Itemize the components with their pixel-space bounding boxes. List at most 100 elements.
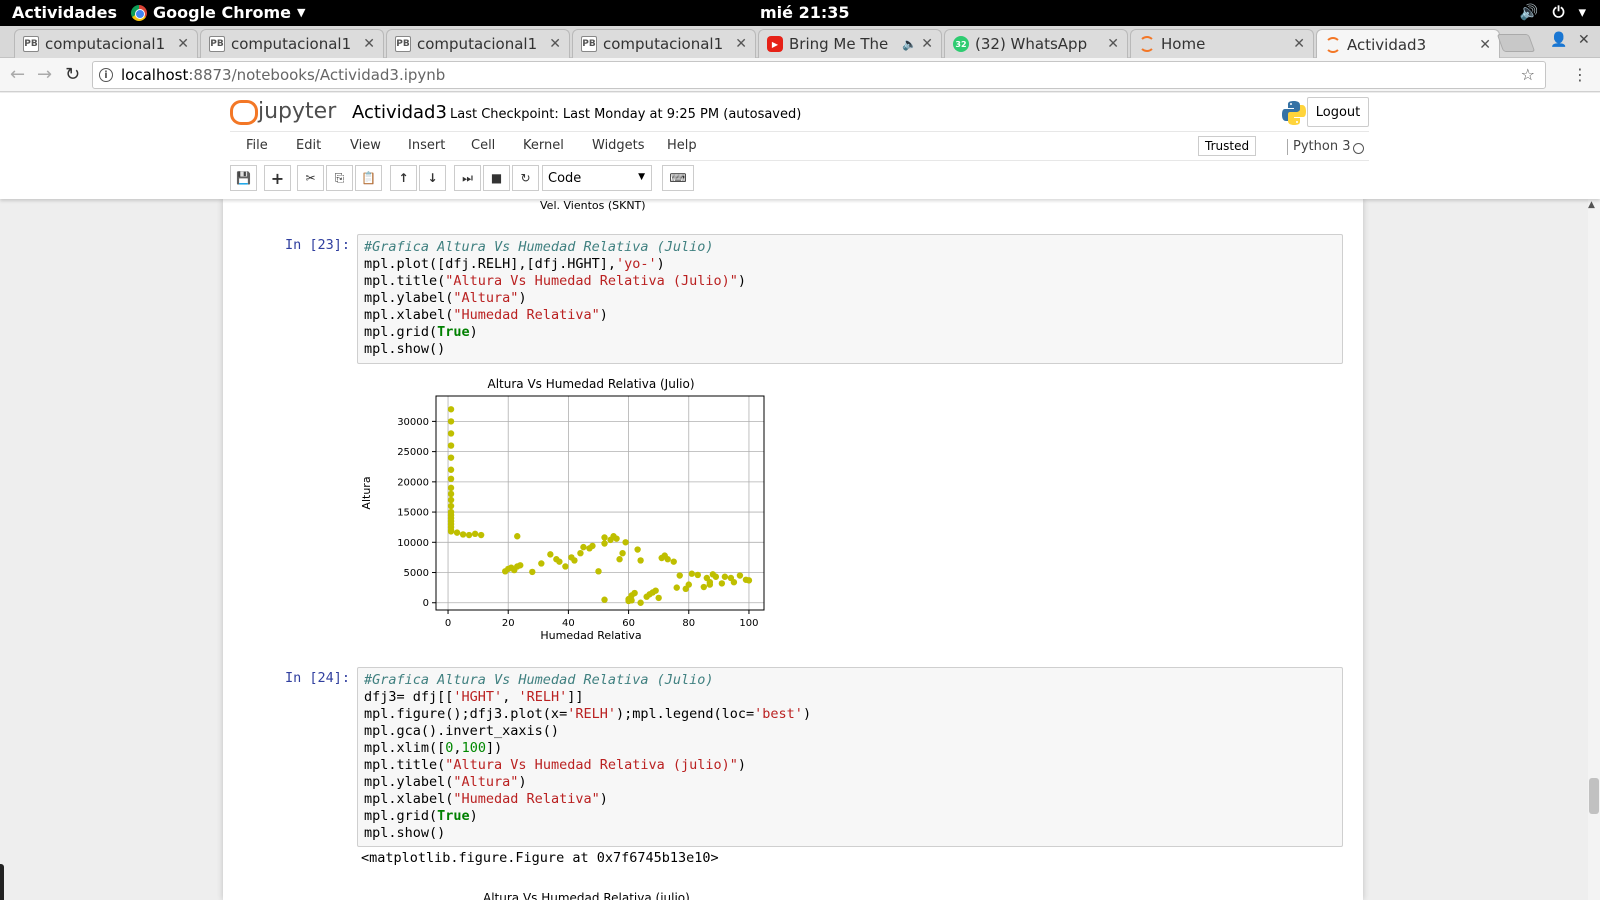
close-icon[interactable]: ✕ — [1479, 36, 1491, 53]
browser-tab[interactable]: PB computacional1 ✕ — [200, 29, 384, 58]
x-tick-label: 40 — [562, 618, 575, 629]
code-token: mpl.xlabel( — [364, 791, 454, 807]
caret-down-icon: ▼ — [297, 6, 306, 19]
notebook-name[interactable]: Actividad3 — [352, 102, 447, 123]
code-line: mpl.xlabel("Humedad Relativa") — [364, 791, 1336, 808]
close-icon[interactable]: ✕ — [177, 36, 189, 52]
code-cell-input[interactable]: #Grafica Altura Vs Humedad Relativa (Jul… — [357, 667, 1343, 847]
data-point — [637, 557, 644, 564]
save-icon[interactable]: 💾 — [230, 165, 257, 191]
keyboard-icon[interactable]: ⌨ — [662, 165, 694, 191]
browser-tab[interactable]: 32 (32) WhatsApp ✕ — [944, 29, 1128, 58]
scrollbar-thumb[interactable] — [1589, 778, 1599, 814]
code-token: 'yo-' — [615, 256, 657, 272]
scrollbar[interactable] — [1588, 199, 1600, 900]
x-tick-label: 100 — [739, 618, 758, 629]
kernel-name[interactable]: Python 3 — [1287, 139, 1350, 155]
x-tick-label: 20 — [502, 618, 515, 629]
restart-icon[interactable]: ↻ — [512, 165, 539, 191]
move-down-icon[interactable]: ↓ — [419, 165, 446, 191]
activities-button[interactable]: Actividades — [12, 3, 117, 22]
code-token: "Altura" — [453, 774, 519, 790]
logout-button[interactable]: Logout — [1307, 97, 1369, 127]
browser-tab-active[interactable]: Actividad3 ✕ — [1316, 29, 1500, 59]
menu-view[interactable]: View — [350, 138, 381, 153]
code-token: ) — [518, 774, 527, 790]
new-tab-button[interactable] — [1496, 34, 1536, 52]
stop-icon[interactable]: ■ — [483, 165, 510, 191]
tab-label: Home — [1161, 35, 1206, 53]
chrome-icon — [131, 4, 147, 21]
add-cell-icon[interactable]: + — [264, 165, 291, 191]
profile-icon[interactable]: 👤 — [1550, 32, 1568, 48]
data-point — [601, 540, 608, 547]
data-point — [453, 529, 461, 536]
chevron-down-icon[interactable]: ▾ — [1578, 3, 1586, 21]
forward-arrow-icon[interactable]: → — [37, 64, 53, 85]
browser-tab[interactable]: ▶ Bring Me The 🔈 ✕ — [758, 29, 942, 58]
power-icon[interactable]: ⏻ — [1552, 3, 1565, 21]
code-token: "Altura Vs Humedad Relativa (julio)" — [445, 757, 738, 773]
back-arrow-icon[interactable]: ← — [10, 64, 26, 85]
code-cell-input[interactable]: #Grafica Altura Vs Humedad Relativa (Jul… — [357, 234, 1343, 364]
notebook-toolbar: 💾 + ✂ ⎘ 📋 ↑ ↓ ⏭ ■ ↻ Code ▼ ⌨ — [230, 165, 1369, 193]
menu-kernel[interactable]: Kernel — [523, 138, 564, 153]
plot-frame — [435, 395, 765, 611]
close-icon[interactable]: ✕ — [1293, 36, 1305, 52]
scroll-up-icon[interactable]: ▲ — [1588, 200, 1595, 210]
move-up-icon[interactable]: ↑ — [390, 165, 417, 191]
system-tray[interactable]: 🔊 ⏻ ▾ — [1520, 3, 1586, 21]
menu-file[interactable]: File — [246, 138, 268, 153]
close-icon[interactable]: ✕ — [363, 36, 375, 52]
volume-icon[interactable]: 🔊 — [1519, 3, 1539, 21]
window-close-icon[interactable]: ✕ — [1578, 32, 1590, 48]
browser-tab[interactable]: PB computacional1 ✕ — [386, 29, 570, 58]
browser-tab[interactable]: PB computacional1 ✕ — [572, 29, 756, 58]
menu-widgets[interactable]: Widgets — [592, 138, 645, 153]
paste-icon[interactable]: 📋 — [355, 165, 382, 191]
more-vert-icon[interactable]: ⋮ — [1572, 65, 1588, 84]
close-icon[interactable]: ✕ — [735, 36, 747, 52]
data-point — [595, 568, 602, 575]
browser-tab[interactable]: PB computacional1 ✕ — [14, 29, 198, 58]
menu-edit[interactable]: Edit — [296, 138, 322, 153]
trusted-badge[interactable]: Trusted — [1198, 136, 1257, 156]
code-line: mpl.grid(True) — [364, 808, 1336, 825]
code-line: dfj3= dfj[['HGHT', 'RELH']] — [364, 689, 1336, 706]
y-tick-label: 0 — [423, 598, 429, 609]
data-point — [712, 573, 720, 580]
audio-icon[interactable]: 🔈 — [902, 37, 918, 51]
data-point — [637, 599, 644, 606]
clock[interactable]: mié 21:35 — [760, 3, 850, 22]
data-point — [736, 572, 744, 579]
app-menu[interactable]: Google Chrome ▼ — [131, 3, 305, 22]
code-line: mpl.xlabel("Humedad Relativa") — [364, 307, 1336, 324]
copy-icon[interactable]: ⎘ — [326, 165, 353, 191]
bookmark-star-icon[interactable]: ☆ — [1520, 65, 1535, 84]
info-icon[interactable]: i — [99, 68, 113, 82]
cell-type-select[interactable]: Code ▼ — [542, 165, 652, 191]
chart-ticks: 0 20 40 60 80 100 0 5000 10000 15000 20000 25000 300… — [397, 417, 758, 629]
chart-altura-vs-humedad: Altura Vs Humedad Relativa (Julio) 0 20 40… — [360, 377, 765, 642]
notebook-scroll-area[interactable]: Vel. Vientos (SKNT) In [23]: #Grafica Al… — [0, 199, 1600, 900]
cut-icon[interactable]: ✂ — [297, 165, 324, 191]
data-point — [631, 589, 638, 597]
menu-cell[interactable]: Cell — [471, 138, 496, 153]
close-icon[interactable]: ✕ — [549, 36, 561, 52]
code-token: 100 — [461, 740, 486, 756]
close-icon[interactable]: ✕ — [1107, 36, 1119, 52]
jupyter-logo[interactable]: jupyter — [230, 98, 336, 125]
browser-tab[interactable]: Home ✕ — [1130, 29, 1314, 58]
reload-icon[interactable]: ↻ — [65, 64, 81, 85]
system-top-bar: Actividades Google Chrome ▼ mié 21:35 🔊 … — [0, 0, 1600, 26]
code-line: mpl.title("Altura Vs Humedad Relativa (j… — [364, 757, 1336, 774]
data-point — [477, 531, 485, 539]
close-icon[interactable]: ✕ — [921, 36, 933, 52]
address-bar[interactable]: i localhost:8873/notebooks/Actividad3.ip… — [92, 61, 1546, 89]
code-token: 0 — [445, 740, 454, 756]
run-icon[interactable]: ⏭ — [454, 165, 481, 191]
data-point — [447, 490, 455, 498]
menu-help[interactable]: Help — [667, 138, 697, 153]
menu-insert[interactable]: Insert — [408, 138, 446, 153]
y-tick-label: 15000 — [397, 508, 429, 519]
